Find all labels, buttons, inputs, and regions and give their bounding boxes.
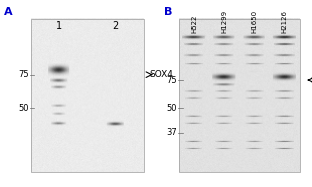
Text: 2: 2 bbox=[112, 21, 119, 31]
Text: A: A bbox=[4, 7, 12, 17]
Bar bbox=[31, 19, 144, 172]
Text: SOX4: SOX4 bbox=[150, 70, 174, 79]
Text: 75: 75 bbox=[166, 76, 177, 85]
Bar bbox=[179, 19, 300, 172]
Text: H1650: H1650 bbox=[251, 9, 257, 33]
Text: 37: 37 bbox=[166, 128, 177, 137]
Text: H522: H522 bbox=[192, 14, 197, 33]
Text: 50: 50 bbox=[166, 104, 177, 113]
Text: B: B bbox=[164, 7, 172, 17]
Text: 75: 75 bbox=[18, 70, 29, 79]
Text: 1: 1 bbox=[56, 21, 62, 31]
Text: 50: 50 bbox=[18, 104, 29, 113]
Text: H1299: H1299 bbox=[222, 9, 227, 33]
Text: SOX4: SOX4 bbox=[310, 76, 312, 85]
Text: H2126: H2126 bbox=[281, 10, 287, 33]
